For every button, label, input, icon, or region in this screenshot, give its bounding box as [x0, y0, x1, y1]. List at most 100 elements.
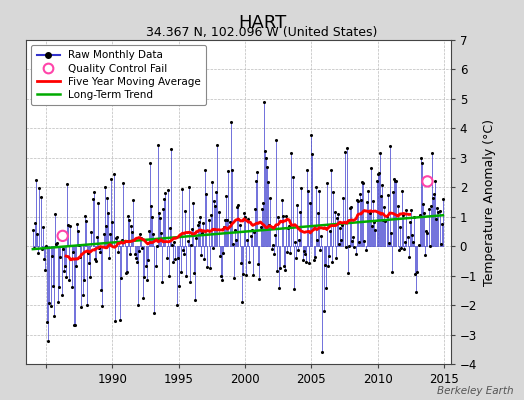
Point	[284, 225, 292, 231]
Point	[215, 252, 224, 259]
Point	[99, 303, 107, 310]
Point	[161, 190, 170, 196]
Point	[110, 171, 118, 177]
Legend: Raw Monthly Data, Quality Control Fail, Five Year Moving Average, Long-Term Tren: Raw Monthly Data, Quality Control Fail, …	[31, 45, 206, 105]
Point	[287, 149, 296, 156]
Point	[30, 244, 38, 251]
Point	[321, 262, 329, 268]
Point	[265, 222, 274, 228]
Point	[223, 216, 232, 223]
Point	[366, 210, 374, 216]
Point	[32, 177, 40, 183]
Point	[390, 176, 398, 182]
Point	[252, 178, 260, 184]
Point	[402, 207, 411, 214]
Point	[211, 203, 220, 210]
Point	[193, 222, 202, 228]
Point	[317, 233, 325, 239]
Point	[189, 200, 198, 206]
Point	[331, 209, 339, 216]
Point	[160, 195, 169, 202]
Point	[94, 200, 102, 206]
Point	[66, 222, 74, 229]
Point	[430, 191, 438, 197]
Point	[314, 210, 322, 216]
Point	[113, 234, 121, 240]
Point	[159, 206, 168, 212]
Point	[307, 132, 315, 138]
Point	[178, 185, 186, 192]
Point	[62, 274, 70, 280]
Point	[106, 230, 114, 237]
Text: HART: HART	[238, 14, 286, 32]
Point	[230, 275, 238, 282]
Point	[303, 166, 311, 173]
Point	[157, 230, 165, 236]
Text: Berkeley Earth: Berkeley Earth	[437, 386, 514, 396]
Point	[79, 292, 87, 298]
Point	[332, 255, 340, 262]
Point	[292, 255, 300, 262]
Point	[86, 274, 94, 280]
Point	[59, 233, 67, 239]
Point	[401, 238, 410, 245]
Point	[416, 211, 424, 218]
Point	[56, 254, 64, 260]
Point	[198, 230, 206, 236]
Point	[409, 239, 417, 245]
Point	[425, 243, 434, 250]
Point	[422, 228, 431, 234]
Point	[237, 299, 246, 305]
Point	[373, 178, 381, 184]
Point	[245, 258, 254, 265]
Point	[114, 249, 122, 255]
Point	[365, 208, 373, 215]
Point	[323, 180, 331, 186]
Point	[31, 220, 39, 226]
Point	[346, 205, 354, 211]
Y-axis label: Temperature Anomaly (°C): Temperature Anomaly (°C)	[483, 118, 496, 286]
Point	[394, 203, 402, 209]
Point	[214, 209, 223, 216]
Point	[182, 272, 191, 279]
Point	[165, 273, 173, 279]
Point	[195, 214, 204, 220]
Point	[418, 160, 426, 166]
Point	[407, 206, 415, 213]
Point	[417, 155, 425, 162]
Point	[224, 168, 233, 174]
Point	[75, 242, 83, 248]
Point	[150, 309, 159, 316]
Point	[383, 213, 391, 220]
Point	[145, 228, 153, 234]
Point	[263, 164, 271, 170]
Point	[274, 214, 282, 220]
Point	[288, 173, 297, 180]
Point	[364, 188, 372, 194]
Point	[387, 230, 395, 236]
Point	[423, 230, 432, 236]
Point	[174, 283, 183, 289]
Point	[270, 251, 278, 257]
Point	[118, 237, 127, 244]
Point	[247, 227, 256, 234]
Point	[187, 242, 195, 248]
Point	[385, 240, 393, 246]
Point	[203, 264, 212, 270]
Point	[200, 256, 209, 262]
Point	[154, 142, 162, 148]
Point	[281, 266, 289, 273]
Point	[326, 227, 334, 234]
Point	[155, 210, 163, 216]
Point	[45, 299, 53, 306]
Point	[126, 251, 134, 258]
Point	[282, 213, 290, 219]
Point	[76, 254, 84, 260]
Point	[244, 216, 253, 222]
Point	[158, 279, 166, 285]
Point	[360, 238, 368, 244]
Point	[112, 234, 120, 241]
Point	[299, 248, 308, 255]
Point	[137, 234, 145, 241]
Point	[342, 244, 350, 250]
